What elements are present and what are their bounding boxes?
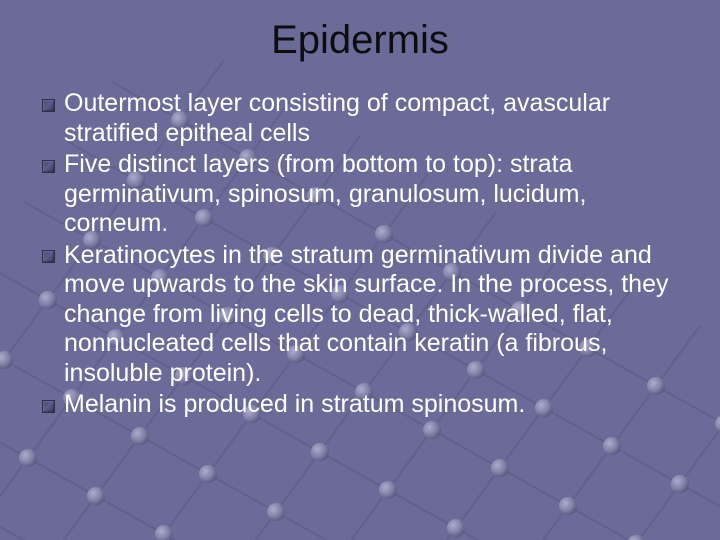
bullet-item: Keratinocytes in the stratum germinativu… [42, 241, 692, 389]
slide-title: Epidermis [28, 18, 692, 63]
bullet-list: Outermost layer consisting of compact, a… [28, 89, 692, 420]
slide-content: Epidermis Outermost layer consisting of … [28, 18, 692, 420]
slide: Epidermis Outermost layer consisting of … [0, 0, 720, 540]
bullet-item: Melanin is produced in stratum spinosum. [42, 390, 692, 420]
bullet-item: Outermost layer consisting of compact, a… [42, 89, 692, 148]
bullet-item: Five distinct layers (from bottom to top… [42, 150, 692, 239]
